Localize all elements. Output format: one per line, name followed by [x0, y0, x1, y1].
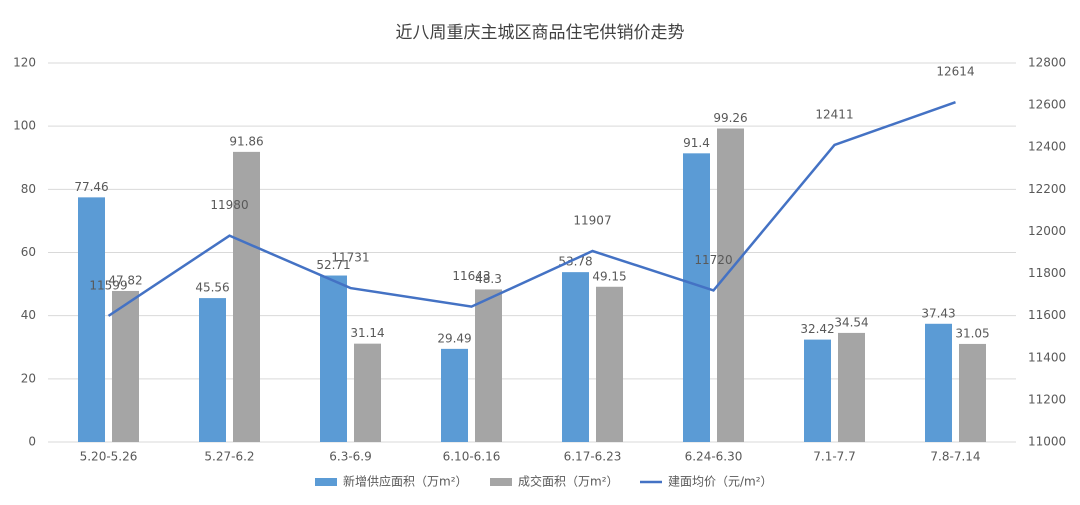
- data-label: 11643: [452, 269, 490, 283]
- legend-swatch: [315, 478, 337, 486]
- bar: [562, 272, 589, 442]
- y2-tick-label: 12000: [1028, 224, 1066, 238]
- data-label: 31.14: [350, 326, 384, 340]
- data-label: 34.54: [834, 315, 868, 329]
- bar: [441, 348, 468, 442]
- chart-title: 近八周重庆主城区商品住宅供销价走势: [396, 23, 685, 43]
- bar: [78, 197, 105, 442]
- y-tick-label: 120: [13, 56, 36, 70]
- bar: [959, 343, 986, 442]
- bar: [804, 339, 831, 442]
- y2-tick-label: 11600: [1028, 308, 1066, 322]
- data-label: 12614: [936, 65, 974, 79]
- y2-tick-label: 11200: [1028, 392, 1066, 406]
- y-tick-label: 20: [21, 371, 36, 385]
- y2-tick-label: 12400: [1028, 140, 1066, 154]
- data-label: 47.82: [108, 273, 142, 287]
- x-tick-label: 7.8-7.14: [930, 450, 980, 464]
- bar: [717, 128, 744, 442]
- y2-tick-label: 11400: [1028, 350, 1066, 364]
- bar: [199, 298, 226, 442]
- data-label: 12411: [815, 107, 853, 121]
- legend-label: 新增供应面积（万m²）: [343, 474, 468, 489]
- data-label: 99.26: [713, 111, 747, 125]
- y-tick-label: 40: [21, 308, 36, 322]
- bar: [596, 286, 623, 442]
- x-tick-label: 6.10-6.16: [443, 450, 501, 464]
- bar: [354, 343, 381, 442]
- bar: [683, 153, 710, 442]
- data-label: 29.49: [437, 331, 471, 345]
- data-label: 11980: [210, 198, 248, 212]
- data-label: 45.56: [195, 281, 229, 295]
- x-tick-label: 6.17-6.23: [564, 450, 622, 464]
- x-tick-label: 5.27-6.2: [204, 450, 254, 464]
- legend-label: 成交面积（万m²）: [518, 474, 619, 489]
- bar: [233, 151, 260, 443]
- y2-tick-label: 12200: [1028, 182, 1066, 196]
- y-tick-label: 100: [13, 119, 36, 133]
- data-label: 32.42: [800, 322, 834, 336]
- bar: [320, 275, 347, 442]
- data-label: 31.05: [955, 326, 989, 340]
- x-tick-label: 6.3-6.9: [329, 450, 372, 464]
- bar: [838, 332, 865, 442]
- y2-tick-label: 11000: [1028, 435, 1066, 449]
- bar: [112, 290, 139, 442]
- data-label: 11599: [89, 278, 127, 292]
- legend-swatch: [490, 478, 512, 486]
- data-label: 49.15: [592, 269, 626, 283]
- data-label: 91.4: [683, 136, 710, 150]
- data-label: 11731: [331, 251, 369, 265]
- bar: [925, 323, 952, 442]
- data-label: 11907: [573, 214, 611, 228]
- x-tick-label: 5.20-5.26: [80, 450, 138, 464]
- data-label: 53.78: [558, 255, 592, 269]
- data-label: 52.71: [316, 258, 350, 272]
- data-label: 37.43: [921, 306, 955, 320]
- bar: [475, 289, 502, 442]
- line: [107, 100, 956, 317]
- y2-tick-label: 12800: [1028, 56, 1066, 70]
- data-label: 77.46: [74, 180, 108, 194]
- y2-tick-label: 11800: [1028, 266, 1066, 280]
- data-label: 48.3: [475, 272, 502, 286]
- y2-tick-label: 12600: [1028, 98, 1066, 112]
- y-tick-label: 60: [21, 245, 36, 259]
- x-tick-label: 6.24-6.30: [685, 450, 743, 464]
- data-label: 91.86: [229, 134, 263, 148]
- data-label: 11720: [694, 253, 732, 267]
- x-tick-label: 7.1-7.7: [813, 450, 856, 464]
- y-tick-label: 80: [21, 182, 36, 196]
- y-tick-label: 0: [28, 435, 36, 449]
- legend-label: 建面均价（元/m²）: [668, 475, 773, 489]
